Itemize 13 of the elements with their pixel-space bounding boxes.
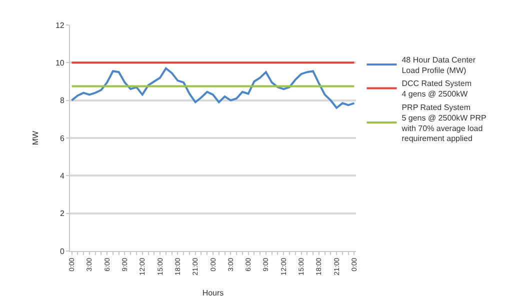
line-series [70, 67, 356, 109]
y-tick-label: 6 [60, 134, 65, 143]
y-tick-label: 2 [60, 209, 65, 218]
legend-label: PRP Rated System 5 gens @ 2500kW PRP with 70% average load requirement applied [400, 103, 486, 144]
y-axis-title: MW [31, 130, 40, 146]
y-tick-label: 8 [60, 96, 65, 106]
y-tick-label: 10 [55, 58, 65, 68]
legend-label: 48 Hour Data Center Load Profile (MW) [402, 55, 476, 75]
y-tick-label: 12 [55, 20, 65, 30]
y-tick-label: 4 [60, 171, 65, 180]
x-axis-title: Hours [202, 288, 224, 298]
legend-label: DCC Rated System 4 gens @ 2500kW [402, 79, 472, 99]
y-tick-label: 0 [60, 246, 65, 256]
